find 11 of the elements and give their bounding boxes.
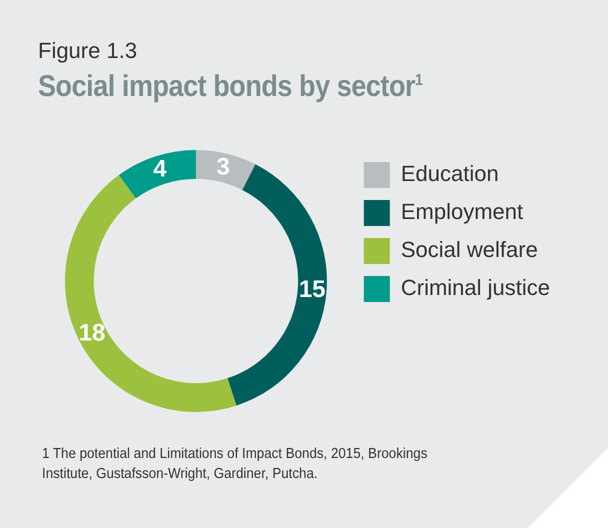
- data-label: 18: [78, 320, 106, 347]
- text: 1 The potential and Limitations of Impact Bonds, 2015, Brookings Institute, Gustafsson-Wright, Gardiner, Putcha.: [42, 445, 428, 484]
- legend-label: Education: [400, 161, 499, 186]
- chart-subtitle: Figure 1.3: [38, 38, 138, 64]
- legend-label: Social welfare: [400, 237, 538, 262]
- legend-label: Criminal justice: [400, 275, 550, 300]
- data-label: 4: [153, 156, 168, 183]
- data-label: 3: [216, 153, 230, 180]
- chart-title: Social impact bonds by sector$^{1}$: [38, 70, 423, 104]
- data-label: 15: [298, 276, 326, 303]
- legend-label: Employment: [400, 199, 524, 224]
